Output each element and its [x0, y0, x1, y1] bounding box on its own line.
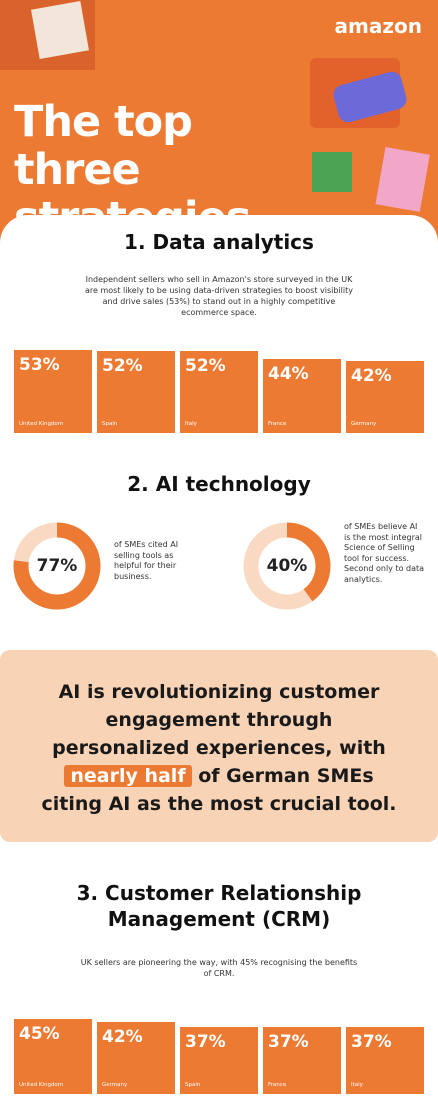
quote: AI is revolutionizing customer engagemen… [40, 678, 398, 818]
tile-value: 37% [268, 1032, 309, 1052]
donuts: 77% of SMEs cited AI selling tools as hel… [0, 520, 438, 620]
tile-country: Germany [102, 1082, 128, 1088]
section-heading: 3. Customer Relationship Management (CRM… [76, 881, 362, 931]
donut-text: of SMEs cited AI selling tools as helpfu… [114, 540, 179, 581]
tile-value: 45% [19, 1024, 60, 1044]
quote-text: of German SMEs citing AI as the most cru… [41, 765, 397, 815]
tile-value: 37% [185, 1032, 226, 1052]
tile-country: United Kingdom [19, 1082, 64, 1088]
tile: 37% Spain [180, 1027, 258, 1094]
tile-country: United Kingdom [19, 421, 64, 427]
tile-value: 42% [351, 366, 392, 386]
section-heading: 1. Data analytics [124, 230, 314, 254]
donut [13, 522, 101, 610]
tiles: 45% United Kingdom 42% Germany 37% Spain 37% Fr… [14, 1004, 426, 1094]
tile-country: Spain [185, 1082, 201, 1088]
tile-value: 37% [351, 1032, 392, 1052]
tile-value: 44% [268, 364, 309, 384]
paragraph: UK sellers are pioneering the way, with … [80, 958, 358, 978]
tile: 37% France [263, 1027, 341, 1094]
donut-text: of SMEs believe AI is the most integral … [344, 522, 425, 584]
tile-value: 53% [19, 355, 60, 375]
tile-value: 42% [102, 1027, 143, 1047]
section-heading: 2. AI technology [127, 472, 311, 496]
decoration [0, 0, 430, 212]
tile-value: 52% [185, 356, 226, 376]
donut [243, 522, 331, 610]
donut-arc [243, 522, 331, 610]
quote-box [0, 650, 438, 842]
tile-country: France [268, 1082, 287, 1088]
tile: 45% United Kingdom [14, 1019, 92, 1094]
tile-country: Spain [102, 421, 118, 427]
donut-label: 40% [266, 556, 308, 576]
quote-text: AI is revolutionizing customer engagemen… [52, 681, 386, 759]
tile: 52% Italy [180, 351, 258, 433]
tile: 52% Spain [97, 351, 175, 433]
donut-label: 77% [36, 556, 78, 576]
tile-value: 52% [102, 356, 143, 376]
paragraph: Independent sellers who sell in Amazon's… [84, 275, 353, 317]
tiles: 53% United Kingdom 52% Spain 52% Italy 44% Fran… [14, 343, 426, 433]
donut-arc [13, 522, 101, 610]
tile: 37% Italy [346, 1027, 424, 1094]
tile-country: Germany [351, 421, 377, 427]
logo: amazon [334, 14, 422, 38]
tile: 53% United Kingdom [14, 350, 92, 433]
tile-country: Italy [351, 1082, 363, 1088]
highlight: nearly half [64, 765, 192, 787]
tile-country: Italy [185, 421, 197, 427]
tile-country: France [268, 421, 287, 427]
tile: 44% France [263, 359, 341, 433]
card [0, 215, 438, 275]
tile: 42% Germany [346, 361, 424, 433]
tile: 42% Germany [97, 1022, 175, 1094]
